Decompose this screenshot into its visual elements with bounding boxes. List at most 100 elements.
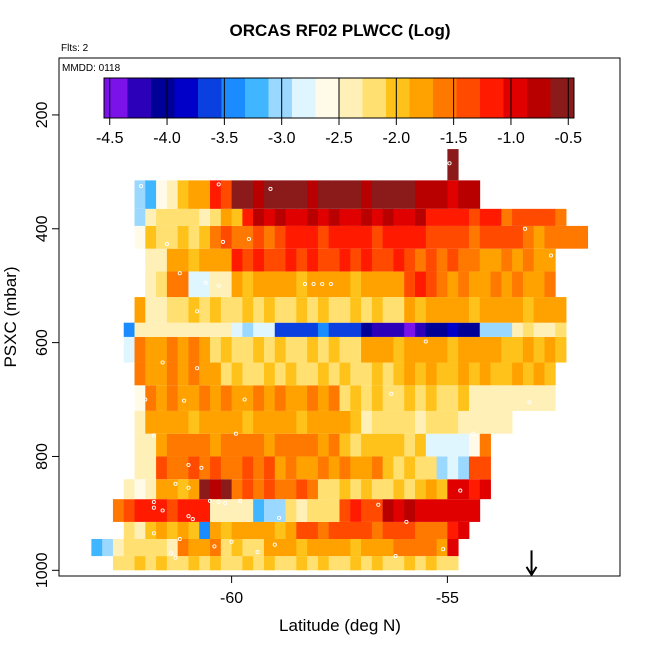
heatmap-cell bbox=[382, 456, 394, 480]
heatmap-cell bbox=[253, 499, 265, 522]
heatmap-cell bbox=[177, 336, 189, 363]
data-marker bbox=[160, 360, 165, 365]
heatmap-cell bbox=[166, 499, 179, 522]
heatmap-cell bbox=[123, 539, 135, 557]
heatmap-cell bbox=[382, 521, 394, 539]
heatmap-cell bbox=[166, 385, 179, 411]
heatmap-cell bbox=[544, 362, 556, 386]
heatmap-cell bbox=[404, 322, 416, 337]
heatmap-cell bbox=[296, 456, 308, 480]
colorbar-tick-label: -3.5 bbox=[211, 130, 239, 147]
heatmap-cell bbox=[134, 479, 146, 500]
colorbar-swatch bbox=[104, 78, 128, 118]
heatmap-cell bbox=[156, 410, 168, 434]
data-marker bbox=[151, 499, 156, 505]
heatmap-cell bbox=[231, 456, 243, 480]
heatmap-cell bbox=[210, 225, 222, 249]
heatmap-cell bbox=[458, 271, 470, 298]
heatmap-cell bbox=[501, 248, 513, 272]
heatmap-cell bbox=[544, 297, 556, 323]
heatmap-cell bbox=[177, 479, 189, 500]
heatmap-cell bbox=[231, 225, 243, 249]
heatmap-cell bbox=[468, 248, 481, 272]
heatmap-cell bbox=[296, 556, 308, 571]
heatmap-cell bbox=[479, 479, 491, 500]
heatmap-cell bbox=[350, 336, 362, 363]
heatmap-cell bbox=[145, 410, 157, 434]
heatmap-cell bbox=[339, 385, 351, 411]
heatmap-cell bbox=[317, 479, 330, 500]
data-marker bbox=[186, 462, 191, 468]
heatmap-cell bbox=[274, 499, 286, 522]
heatmap-cell bbox=[231, 208, 243, 226]
heatmap-cell bbox=[253, 479, 265, 500]
heatmap-cell bbox=[339, 297, 351, 323]
heatmap-cell bbox=[501, 362, 513, 386]
heatmap-cell bbox=[447, 433, 459, 457]
heatmap-cell bbox=[285, 362, 297, 386]
heatmap-cell bbox=[328, 410, 340, 434]
heatmap-cell bbox=[307, 410, 319, 434]
x-tick-label: -60 bbox=[220, 590, 243, 607]
heatmap-cell bbox=[350, 456, 362, 480]
heatmap-cell bbox=[317, 322, 330, 337]
heatmap-cell bbox=[317, 556, 330, 571]
heatmap-cell bbox=[263, 180, 276, 209]
heatmap-cell bbox=[263, 556, 276, 571]
heatmap-cell bbox=[468, 410, 481, 434]
y-tick-label: 200 bbox=[34, 101, 51, 128]
data-marker bbox=[177, 536, 182, 542]
data-marker bbox=[216, 283, 221, 288]
heatmap-cell bbox=[274, 336, 286, 363]
colorbar-swatch bbox=[315, 78, 340, 118]
heatmap-cell bbox=[468, 208, 481, 226]
colorbar-swatch bbox=[433, 78, 457, 118]
heatmap-cell bbox=[166, 539, 179, 557]
heatmap-cell bbox=[199, 433, 211, 457]
heatmap-cell bbox=[458, 456, 470, 480]
heatmap-cell bbox=[296, 322, 308, 337]
y-tick-label: 800 bbox=[34, 443, 51, 470]
heatmap-cell bbox=[404, 271, 416, 298]
heatmap-cell bbox=[156, 248, 168, 272]
heatmap-cell bbox=[501, 336, 513, 363]
heatmap-cell bbox=[285, 521, 297, 539]
heatmap-cell bbox=[533, 297, 545, 323]
heatmap-cell bbox=[220, 539, 233, 557]
colorbar-swatch bbox=[292, 78, 316, 118]
data-marker bbox=[242, 397, 247, 402]
heatmap-cell bbox=[296, 225, 308, 249]
heatmap-cell bbox=[339, 521, 351, 539]
heatmap-cell bbox=[231, 322, 243, 337]
heatmap-cell bbox=[188, 362, 200, 386]
heatmap-cell bbox=[220, 410, 233, 434]
heatmap-cell bbox=[361, 499, 373, 522]
heatmap-cell bbox=[447, 322, 459, 337]
heatmap-cell bbox=[231, 336, 243, 363]
heatmap-cell bbox=[415, 433, 427, 457]
heatmap-cell bbox=[242, 208, 254, 226]
heatmap-cell bbox=[490, 322, 502, 337]
heatmap-cell bbox=[447, 297, 459, 323]
heatmap-cell bbox=[533, 271, 545, 298]
heatmap-cell bbox=[134, 322, 146, 337]
heatmap-cell bbox=[544, 385, 556, 411]
data-marker bbox=[518, 444, 523, 449]
data-marker bbox=[164, 242, 169, 247]
heatmap-cell bbox=[436, 456, 448, 480]
heatmap-cell bbox=[447, 180, 459, 209]
data-marker bbox=[182, 398, 187, 403]
heatmap-cell bbox=[479, 456, 491, 480]
data-marker bbox=[151, 433, 156, 438]
heatmap-cell bbox=[296, 248, 308, 272]
heatmap-cell bbox=[436, 556, 448, 571]
heatmap-cell bbox=[210, 556, 222, 571]
heatmap-cell bbox=[393, 336, 405, 363]
heatmap-cell bbox=[210, 271, 222, 298]
heatmap-cell bbox=[156, 433, 168, 457]
heatmap-cell bbox=[393, 410, 405, 434]
heatmap-cell bbox=[242, 433, 254, 457]
heatmap-cell bbox=[490, 410, 502, 434]
heatmap-cell bbox=[166, 225, 179, 249]
heatmap-cell bbox=[134, 456, 146, 480]
